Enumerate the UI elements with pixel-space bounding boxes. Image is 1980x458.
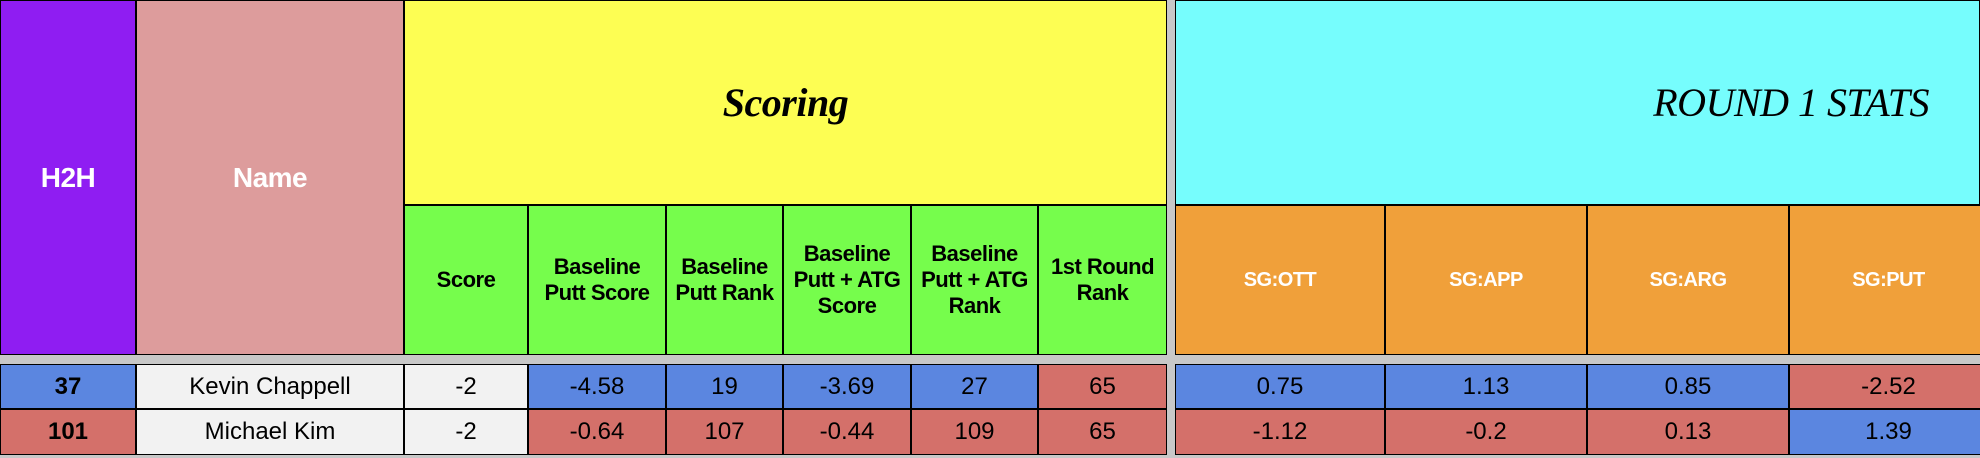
column-header: SG:PUT xyxy=(1789,205,1980,355)
column-header: SG:OTT xyxy=(1175,205,1385,355)
value-cell: -0.2 xyxy=(1385,409,1587,455)
value-cell: 1.13 xyxy=(1385,364,1587,409)
value-cell: -1.12 xyxy=(1175,409,1385,455)
column-header: Baseline Putt Score xyxy=(528,205,666,355)
value-cell: 109 xyxy=(911,409,1038,455)
value-cell: 27 xyxy=(911,364,1038,409)
value-cell: -3.69 xyxy=(783,364,911,409)
value-cell: 0.85 xyxy=(1587,364,1789,409)
value-cell: 107 xyxy=(666,409,783,455)
h2h-header: H2H xyxy=(0,0,136,355)
name-cell: Kevin Chappell xyxy=(136,364,404,409)
value-cell: -2.52 xyxy=(1789,364,1980,409)
column-header: Baseline Putt + ATG Rank xyxy=(911,205,1038,355)
value-cell: -2 xyxy=(404,364,528,409)
round-stats-header: ROUND 1 STATS xyxy=(1175,0,1980,205)
column-header: Score xyxy=(404,205,528,355)
name-cell: Michael Kim xyxy=(136,409,404,455)
column-header: SG:ARG xyxy=(1587,205,1789,355)
value-cell: -0.44 xyxy=(783,409,911,455)
value-cell: 1.39 xyxy=(1789,409,1980,455)
column-header: SG:APP xyxy=(1385,205,1587,355)
h2h-cell: 37 xyxy=(0,364,136,409)
column-header: Baseline Putt + ATG Score xyxy=(783,205,911,355)
value-cell: 19 xyxy=(666,364,783,409)
scoring-header: Scoring xyxy=(404,0,1167,205)
value-cell: 65 xyxy=(1038,364,1167,409)
value-cell: -4.58 xyxy=(528,364,666,409)
value-cell: -2 xyxy=(404,409,528,455)
name-header: Name xyxy=(136,0,404,355)
value-cell: 0.75 xyxy=(1175,364,1385,409)
value-cell: -0.64 xyxy=(528,409,666,455)
h2h-cell: 101 xyxy=(0,409,136,455)
column-header: 1st Round Rank xyxy=(1038,205,1167,355)
value-cell: 65 xyxy=(1038,409,1167,455)
column-header: Baseline Putt Rank xyxy=(666,205,783,355)
value-cell: 0.13 xyxy=(1587,409,1789,455)
